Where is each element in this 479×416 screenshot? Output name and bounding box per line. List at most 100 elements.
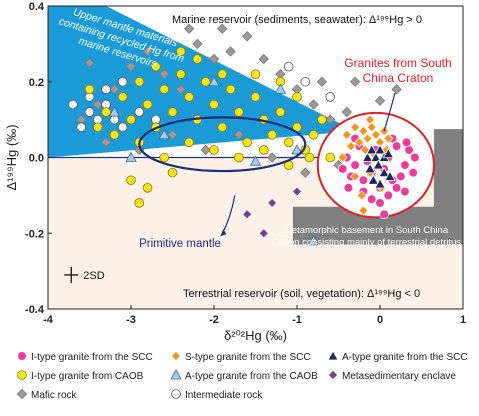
data-point <box>101 107 111 117</box>
data-point <box>308 129 319 140</box>
data-point <box>308 99 319 110</box>
data-point <box>125 61 137 72</box>
data-point <box>159 84 170 95</box>
marine-label: Marine reservoir (sediments, seawater): … <box>172 14 422 26</box>
data-point <box>234 107 244 117</box>
data-point <box>291 186 303 197</box>
data-point <box>400 186 410 197</box>
data-point <box>343 183 354 193</box>
legend-marker <box>327 350 339 361</box>
legend-marker <box>170 350 182 362</box>
x-tick-label: -3 <box>126 314 136 326</box>
data-point <box>258 145 269 155</box>
data-point <box>109 84 120 95</box>
legend-item: Mafic rock <box>16 388 78 401</box>
data-point <box>159 152 170 163</box>
data-point <box>167 129 178 140</box>
data-point <box>384 170 396 181</box>
data-point <box>242 137 253 148</box>
data-point <box>362 133 373 144</box>
data-point <box>184 137 194 148</box>
data-point <box>242 31 253 42</box>
data-point <box>292 92 302 102</box>
data-point <box>358 205 369 216</box>
data-point <box>159 69 170 80</box>
data-point <box>400 160 410 170</box>
x-tick-label: -4 <box>43 314 54 326</box>
arrow-head <box>220 229 227 237</box>
data-point <box>349 122 361 133</box>
data-point <box>192 54 203 64</box>
data-point <box>209 99 219 110</box>
metamorphic-label: Craton consisting mainly of terrestrial … <box>271 237 461 248</box>
data-point <box>176 69 186 79</box>
granites-label: China Craton <box>363 71 434 85</box>
legend-label: Mafic rock <box>31 390 78 401</box>
legend-item: I-type granite from the SCC <box>17 351 153 363</box>
data-point <box>300 167 311 178</box>
legend-item: S-type granite from the SCC <box>170 350 311 363</box>
data-point <box>134 198 145 208</box>
data-point <box>126 114 136 125</box>
data-point <box>378 166 390 178</box>
data-point <box>76 122 86 132</box>
data-point <box>117 76 128 87</box>
legend-item: A-type granite from the CAOB <box>170 369 318 382</box>
metamorphic-basement-region <box>292 129 463 245</box>
data-point <box>391 141 402 151</box>
primitive-mantle-ellipse <box>138 116 307 173</box>
data-point <box>250 69 261 79</box>
data-point <box>258 53 269 65</box>
legend-label: I-type granite from CAOB <box>31 371 144 382</box>
data-point <box>142 99 153 110</box>
data-point <box>109 129 120 140</box>
metamorphic-label: Metamorphic basement in South China <box>284 225 449 236</box>
data-point <box>349 76 361 87</box>
legend-label: S-type granite from the SCC <box>185 352 311 363</box>
data-point <box>374 144 386 155</box>
data-point <box>366 194 377 204</box>
legend-marker <box>16 388 28 400</box>
legend-marker <box>327 369 339 381</box>
sd-label: 2SD <box>83 270 104 282</box>
data-point <box>364 163 376 174</box>
data-point <box>391 183 402 193</box>
data-point <box>345 140 357 152</box>
data-point <box>379 209 389 220</box>
data-point <box>341 106 352 118</box>
data-point <box>117 92 128 102</box>
data-point <box>367 174 380 185</box>
data-point <box>126 175 136 186</box>
data-point <box>370 129 382 140</box>
data-point <box>267 129 277 140</box>
data-point <box>134 107 145 117</box>
data-point <box>356 190 367 201</box>
legend-label: Metasedimentary enclave <box>342 371 456 382</box>
data-point <box>125 151 137 162</box>
data-point <box>275 107 286 117</box>
data-point <box>316 76 328 87</box>
data-point <box>142 183 153 193</box>
data-point <box>208 53 220 65</box>
y-tick-label: -0.4 <box>25 304 45 316</box>
data-point <box>325 152 336 163</box>
x-axis-label: δ²⁰²Hg (‰) <box>224 328 287 343</box>
data-point <box>176 46 186 57</box>
terrestrial-label: Terrestrial reservoir (soil, vegetation)… <box>183 288 420 300</box>
legend-marker <box>17 351 27 361</box>
data-point <box>274 83 287 94</box>
data-point <box>208 75 220 87</box>
x-tick-label: 1 <box>460 314 466 326</box>
x-tick-label: -2 <box>209 314 219 326</box>
data-point <box>383 190 394 201</box>
data-point <box>325 114 336 125</box>
legend-marker <box>170 369 182 380</box>
data-point <box>370 151 382 162</box>
data-point <box>349 171 361 182</box>
data-point <box>84 84 95 95</box>
data-point <box>151 61 161 72</box>
data-point <box>383 133 394 144</box>
data-point <box>337 164 348 174</box>
data-point <box>108 106 121 117</box>
data-point <box>307 235 320 246</box>
